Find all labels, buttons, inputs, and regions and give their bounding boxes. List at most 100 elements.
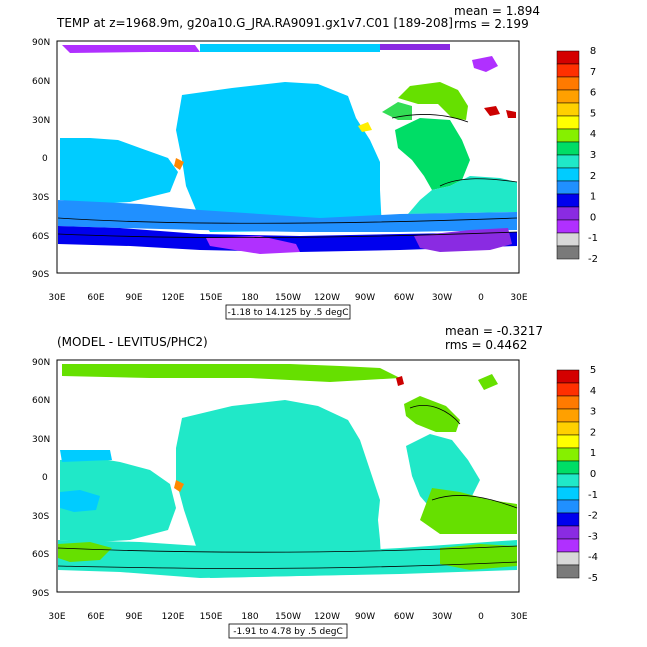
colorbar-label: 8: [590, 46, 596, 57]
panel-1-lat-label: 90S: [32, 270, 49, 280]
panel-2-southern-ocean: [58, 540, 517, 578]
colorbar-swatch: [556, 369, 580, 384]
colorbar-swatch: [556, 102, 580, 117]
panel-1-lon-label: 150W: [275, 293, 301, 303]
panel-2-barents: [478, 374, 498, 390]
panel-2-lon-label: 90E: [125, 612, 142, 622]
panel-2-lat-label: 90S: [32, 589, 49, 599]
panel-2-lon-label: 120E: [162, 612, 185, 622]
panel-2-contour-info: -1.91 to 4.78 by .5 degC: [233, 627, 343, 637]
colorbar-swatch: [556, 395, 580, 410]
colorbar-label: 2: [590, 171, 596, 182]
colorbar-label: 1: [590, 448, 596, 459]
colorbar-label: 1: [590, 192, 596, 203]
panel-1-contour-line: [391, 114, 469, 123]
panel-2-pacific: [176, 400, 382, 578]
panel-2-tropical-atlantic: [406, 434, 480, 510]
colorbar-swatch: [556, 245, 580, 260]
colorbar-label: 0: [590, 212, 596, 223]
colorbar-label: 5: [590, 365, 596, 376]
panel-2-lon-label: 60W: [394, 612, 414, 622]
colorbar-label: 4: [590, 386, 596, 397]
panel-2-frame: [56, 359, 520, 593]
panel-1-natl-green: [398, 82, 468, 120]
panel-1-lon-label: 60E: [87, 293, 104, 303]
colorbar-label: -3: [588, 531, 598, 542]
colorbar-label: 6: [590, 88, 596, 99]
panel-1-arctic-purple: [62, 45, 200, 53]
colorbar-label: 2: [590, 427, 596, 438]
colorbar-label: -4: [588, 552, 598, 563]
colorbar-swatch: [556, 167, 580, 182]
panel-2-lat-label: 30N: [32, 435, 50, 445]
colorbar-label: 0: [590, 469, 596, 480]
colorbar-swatch: [556, 154, 580, 169]
colorbar-swatch: [556, 115, 580, 130]
panel-1-rms: rms = 2.199: [454, 17, 529, 31]
panel-2-contour-line: [409, 405, 461, 425]
panel-2-colorbar: 5 4 3 2 1 0 -1 -2 -3 -4 -5: [556, 365, 598, 584]
panel-2-lon-label: 150W: [275, 612, 301, 622]
colorbar-label: 4: [590, 129, 596, 140]
colorbar-swatch: [556, 180, 580, 195]
panel-2-contour-line: [57, 545, 518, 553]
panel-1-indian-ocean: [60, 138, 178, 204]
panel-2-contour-info-box: [228, 623, 348, 639]
panel-2-natl-green: [404, 396, 460, 432]
panel-1-lon-label: 120E: [162, 293, 185, 303]
colorbar-swatch: [556, 89, 580, 104]
colorbar-swatch: [556, 63, 580, 78]
panel-2-lat-label: 90N: [32, 358, 50, 368]
colorbar-swatch: [556, 512, 580, 527]
panel-1-weddell-sea: [414, 228, 512, 252]
colorbar-label: -2: [588, 254, 598, 265]
colorbar-swatch: [556, 538, 580, 553]
colorbar-swatch: [556, 219, 580, 234]
panel-2-lon-label: 180: [241, 612, 258, 622]
colorbar-label: 7: [590, 67, 596, 78]
panel-2-lat-label: 0: [42, 473, 48, 483]
panel-2-indian-cyan: [60, 490, 100, 512]
panel-2-southern-green-1: [58, 542, 112, 562]
colorbar-swatch: [556, 50, 580, 65]
panel-2-lon-label: 30E: [510, 612, 527, 622]
panel-2-lon-axis: 30E 60E 90E 120E 150E 180 150W 120W 90W …: [48, 612, 527, 622]
colorbar-swatch: [556, 421, 580, 436]
colorbar-swatch: [556, 76, 580, 91]
panel-1-lon-label: 30E: [48, 293, 65, 303]
panel-1-lon-label: 180: [241, 293, 258, 303]
panel-2-contour-line: [57, 561, 518, 569]
colorbar-swatch: [556, 486, 580, 501]
panel-1-mean: mean = 1.894: [454, 4, 540, 18]
panel-1-lon-axis: 30E 60E 90E 120E 150E 180 150W 120W 90W …: [48, 293, 527, 303]
panel-2-south-atlantic-green: [420, 488, 517, 534]
panel-1-contour-line: [57, 217, 518, 224]
panel-2-arabian-cyan: [60, 450, 112, 462]
panel-1-lat-label: 60N: [32, 77, 50, 87]
panel-1-ross-sea: [206, 236, 300, 254]
panel-2-lon-label: 90W: [355, 612, 375, 622]
panel-2-lon-label: 0: [478, 612, 484, 622]
colorbar-label: 3: [590, 150, 596, 161]
panel-1-lon-label: 0: [478, 293, 484, 303]
colorbar-swatch: [556, 128, 580, 143]
panel-1-title: TEMP at z=1968.9m, g20a10.G_JRA.RA9091.g…: [56, 16, 453, 30]
panel-2-indian-ocean: [60, 458, 176, 542]
panel-2-lon-label: 120W: [314, 612, 340, 622]
panel-2-lat-label: 60S: [32, 550, 49, 560]
colorbar-swatch: [556, 206, 580, 221]
panel-1-lon-label: 90W: [355, 293, 375, 303]
panel-2-lon-label: 150E: [200, 612, 223, 622]
panel-1-lon-label: 120W: [314, 293, 340, 303]
panel-2-lat-label: 60N: [32, 396, 50, 406]
panel-2-lon-label: 30E: [48, 612, 65, 622]
panel-2-lon-label: 30W: [432, 612, 452, 622]
panel-1-black-sea: [506, 110, 516, 118]
panel-1-south-atlantic: [408, 176, 517, 214]
panel-2-contour-line: [431, 495, 518, 509]
panel-1-pacific: [176, 82, 382, 232]
panel-top: TEMP at z=1968.9m, g20a10.G_JRA.RA9091.g…: [32, 4, 598, 320]
colorbar-label: 5: [590, 108, 596, 119]
panel-1-arctic-cyan: [200, 44, 380, 52]
panel-1-lat-label: 30N: [32, 116, 50, 126]
